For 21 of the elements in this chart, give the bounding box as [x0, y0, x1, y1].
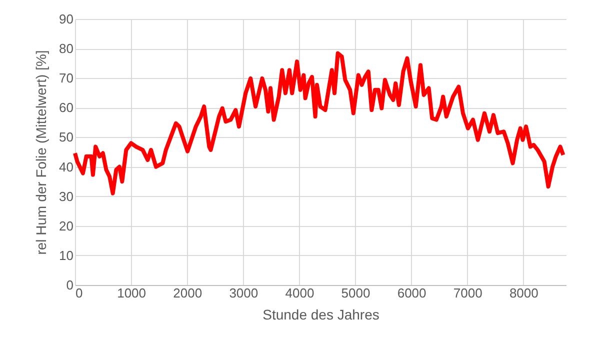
y-tick-label: 60: [59, 100, 74, 116]
x-tick-label: 4000: [285, 286, 314, 300]
y-tick-label: 20: [59, 218, 74, 234]
line-series: [73, 51, 566, 196]
y-tick-label: 90: [59, 12, 74, 26]
x-tick-label: 7000: [453, 286, 482, 300]
x-tick-label: 5000: [341, 286, 370, 300]
x-tick-label: 1000: [117, 286, 146, 300]
y-axis-title: rel Hum der Folie (Mittelwert) [%]: [33, 50, 50, 255]
x-axis-title: Stunde des Jahres: [262, 306, 380, 322]
x-tick-label: 8000: [509, 286, 538, 300]
x-tick-label: 3000: [229, 286, 258, 300]
y-tick-label: 70: [59, 70, 74, 86]
x-tick-label: 0: [76, 286, 83, 300]
y-tick-label: 40: [59, 159, 74, 174]
x-tick-label: 2000: [173, 286, 202, 300]
y-tick-label: 80: [59, 41, 74, 56]
y-tick-label: 30: [59, 188, 74, 204]
y-tick-label: 50: [59, 130, 74, 145]
x-tick-label: 6000: [397, 286, 426, 300]
y-tick-label: 10: [59, 248, 74, 263]
